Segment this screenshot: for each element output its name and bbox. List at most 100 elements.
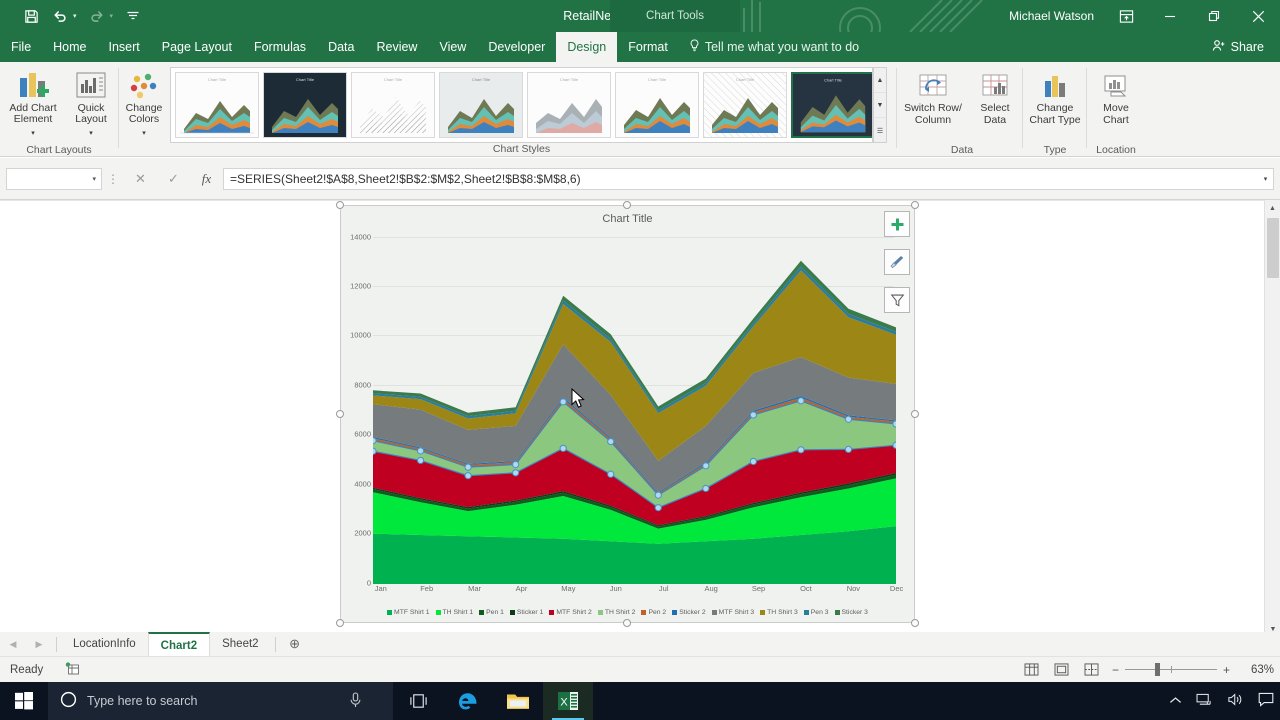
series-selection-marker[interactable] bbox=[702, 462, 710, 470]
legend-item[interactable]: Sticker 2 bbox=[672, 609, 706, 616]
user-name[interactable]: Michael Watson bbox=[1009, 9, 1094, 23]
select-data-button[interactable]: Select Data bbox=[967, 67, 1023, 139]
tab-page-layout[interactable]: Page Layout bbox=[161, 40, 232, 54]
change-chart-type-button[interactable]: Change Chart Type bbox=[1025, 67, 1085, 139]
series-selection-marker[interactable] bbox=[702, 484, 710, 493]
change-colors-button[interactable]: Change Colors ▾ bbox=[115, 67, 173, 139]
name-box[interactable]: ▾ bbox=[6, 167, 102, 190]
legend-item[interactable]: Sticker 1 bbox=[509, 609, 543, 616]
series-selection-marker[interactable] bbox=[373, 437, 377, 445]
series-selection-marker[interactable] bbox=[749, 411, 757, 419]
microphone-icon[interactable] bbox=[348, 691, 363, 711]
chart-style-thumb-4[interactable]: Chart Title bbox=[439, 72, 523, 138]
legend-item[interactable]: TH Shirt 2 bbox=[597, 609, 635, 616]
start-button-icon[interactable] bbox=[0, 682, 48, 720]
chart-title[interactable]: Chart Title bbox=[602, 213, 653, 225]
series-selection-marker[interactable] bbox=[797, 446, 805, 454]
series-selection-marker[interactable] bbox=[416, 447, 425, 455]
file-explorer-icon[interactable] bbox=[493, 682, 543, 720]
series-selection-marker[interactable] bbox=[464, 463, 472, 471]
ribbon-display-options-icon[interactable] bbox=[1104, 0, 1148, 32]
insert-function-icon[interactable]: fx bbox=[201, 170, 212, 186]
series-selection-marker[interactable] bbox=[373, 447, 377, 455]
chart-style-thumb-2[interactable]: Chart Title bbox=[263, 72, 347, 138]
tab-insert[interactable]: Insert bbox=[108, 40, 140, 54]
chart-style-thumb-1[interactable]: Chart Title bbox=[175, 72, 259, 138]
chart-elements-button[interactable] bbox=[884, 211, 910, 237]
enter-formula-icon[interactable]: ✓ bbox=[168, 170, 179, 186]
tab-design[interactable]: Design bbox=[556, 32, 618, 62]
formula-input[interactable]: =SERIES(Sheet2!$A$8,Sheet2!$B$2:$M$2,She… bbox=[223, 167, 1258, 190]
chart-plot-area[interactable] bbox=[373, 232, 896, 584]
share-button[interactable]: Share bbox=[1204, 32, 1272, 62]
save-icon[interactable] bbox=[22, 7, 40, 25]
chart-style-thumb-6[interactable]: Chart Title bbox=[615, 72, 699, 138]
tab-home[interactable]: Home bbox=[53, 40, 87, 54]
undo-dropdown-icon[interactable]: ▾ bbox=[73, 13, 77, 20]
series-selection-marker[interactable] bbox=[607, 470, 615, 478]
sheet-tab-chart2[interactable]: Chart2 bbox=[147, 632, 211, 656]
scroll-down-icon[interactable]: ▼ bbox=[1269, 625, 1277, 633]
move-chart-button[interactable]: Move Chart bbox=[1088, 67, 1144, 139]
area-series[interactable] bbox=[373, 478, 896, 544]
minimize-icon[interactable] bbox=[1148, 0, 1192, 32]
zoom-thumb[interactable] bbox=[1154, 663, 1160, 676]
tab-formulas[interactable]: Formulas bbox=[253, 40, 307, 54]
series-selection-marker[interactable] bbox=[512, 460, 520, 469]
page-break-preview-button[interactable] bbox=[1082, 662, 1102, 678]
zoom-level-label[interactable]: 63% bbox=[1250, 663, 1274, 676]
legend-item[interactable]: Pen 2 bbox=[641, 609, 666, 616]
customize-qat-icon[interactable] bbox=[124, 7, 142, 25]
zoom-in-button[interactable]: + bbox=[1222, 662, 1230, 677]
search-box[interactable]: Type here to search bbox=[48, 682, 393, 720]
legend-item[interactable]: MTF Shirt 3 bbox=[711, 609, 754, 616]
series-selection-marker[interactable] bbox=[654, 504, 662, 512]
scroll-up-icon[interactable]: ▲ bbox=[1269, 204, 1276, 212]
quick-layout-button[interactable]: Quick Layout ▾ bbox=[62, 67, 120, 139]
chart-style-thumb-3[interactable]: Chart Title bbox=[351, 72, 435, 138]
chart-object[interactable]: Chart Title 14000 12000 10000 8000 6000 … bbox=[340, 205, 915, 623]
undo-icon[interactable] bbox=[51, 7, 69, 25]
task-view-icon[interactable] bbox=[393, 682, 443, 720]
chart-styles-gallery[interactable]: Chart Title Chart Title Chart Title Char… bbox=[170, 67, 873, 143]
legend-item[interactable]: Pen 1 bbox=[479, 609, 504, 616]
legend-item[interactable]: TH Shirt 1 bbox=[435, 609, 473, 616]
chart-styles-button[interactable] bbox=[884, 249, 910, 275]
chart-style-thumb-7[interactable]: Chart Title bbox=[703, 72, 787, 138]
vertical-scrollbar[interactable]: ▲ ▼ bbox=[1264, 200, 1280, 637]
zoom-slider[interactable]: − + bbox=[1112, 663, 1230, 677]
series-selection-marker[interactable] bbox=[559, 444, 567, 452]
series-selection-marker[interactable] bbox=[892, 420, 896, 428]
tab-format[interactable]: Format bbox=[628, 40, 668, 54]
area-series[interactable] bbox=[373, 472, 896, 527]
cancel-formula-icon[interactable]: ✕ bbox=[135, 170, 146, 186]
tab-data[interactable]: Data bbox=[328, 40, 355, 54]
series-selection-marker[interactable] bbox=[844, 415, 853, 423]
area-series[interactable] bbox=[373, 474, 896, 529]
chart-style-thumb-8[interactable]: Chart Title bbox=[791, 72, 872, 138]
series-selection-marker[interactable] bbox=[892, 441, 896, 449]
sheet-nav-prev-icon[interactable]: ◀ bbox=[9, 638, 17, 649]
record-macro-icon[interactable] bbox=[65, 661, 80, 678]
tab-view[interactable]: View bbox=[439, 40, 467, 54]
area-series[interactable] bbox=[373, 400, 896, 508]
series-selection-marker[interactable] bbox=[844, 445, 853, 454]
series-selection-marker[interactable] bbox=[749, 457, 757, 466]
zoom-track[interactable] bbox=[1124, 663, 1217, 676]
area-series[interactable] bbox=[373, 270, 896, 461]
series-selection-marker[interactable] bbox=[607, 437, 615, 446]
switch-row-column-button[interactable]: Switch Row/ Column bbox=[899, 67, 967, 139]
sheet-tab-sheet2[interactable]: Sheet2 bbox=[222, 638, 259, 650]
legend-item[interactable]: MTF Shirt 2 bbox=[549, 609, 592, 616]
chart-style-thumb-5[interactable]: Chart Title bbox=[527, 72, 611, 138]
action-center-icon[interactable] bbox=[1258, 692, 1274, 710]
restore-icon[interactable] bbox=[1192, 0, 1236, 32]
series-selection-marker[interactable] bbox=[559, 398, 567, 406]
expand-formula-bar-icon[interactable]: ▾ bbox=[1258, 167, 1274, 190]
normal-view-button[interactable] bbox=[1022, 662, 1042, 678]
gallery-more-icon[interactable]: ☰ bbox=[876, 127, 884, 135]
gallery-scroll-up-icon[interactable]: ▲ bbox=[874, 68, 886, 93]
gallery-scroll-down-icon[interactable]: ▼ bbox=[874, 93, 886, 118]
vertical-scroll-thumb[interactable] bbox=[1267, 218, 1279, 278]
legend-item[interactable]: Pen 3 bbox=[803, 609, 829, 616]
